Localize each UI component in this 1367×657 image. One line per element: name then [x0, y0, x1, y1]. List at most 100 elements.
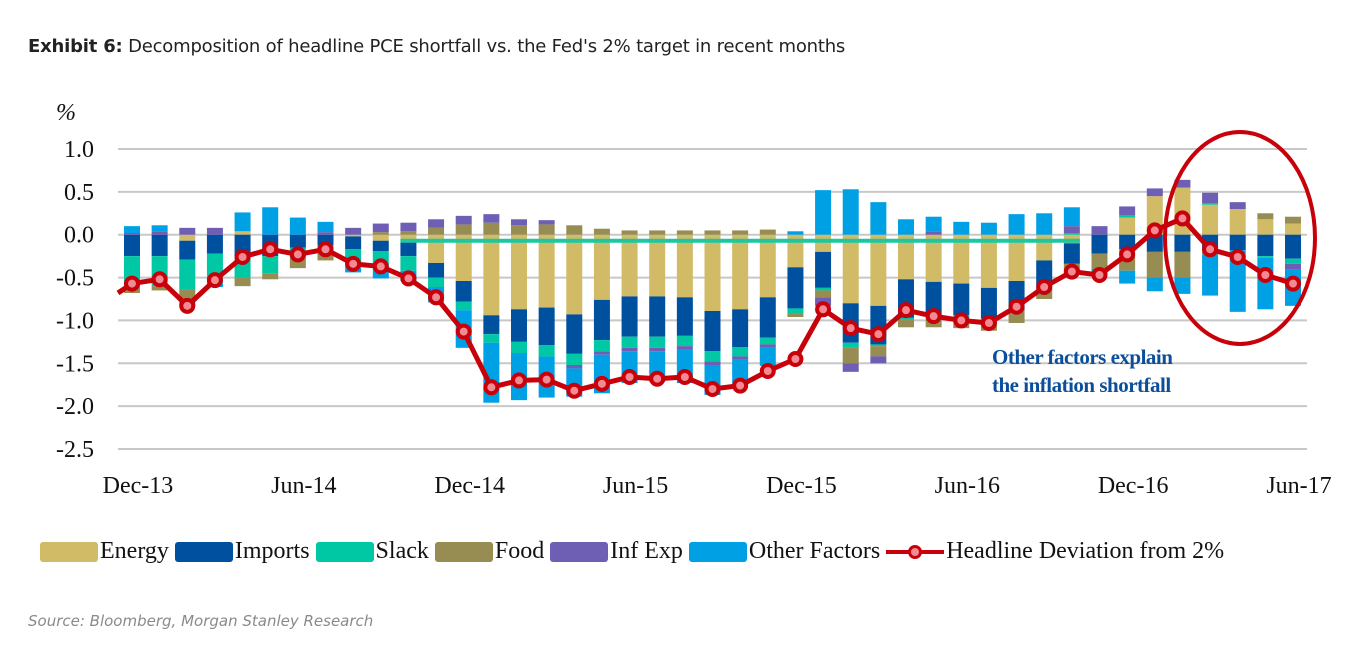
bar-segment-imports [455, 281, 472, 302]
bar-segment-inf-exp [151, 231, 168, 235]
bar-segment-inf-exp [428, 219, 445, 228]
bar-segment-slack [787, 308, 804, 314]
headline-point [483, 379, 500, 396]
bar-segment-imports [1091, 234, 1108, 254]
bar-segment-other-factors [1063, 207, 1080, 227]
bar-segment-other-factors [815, 190, 832, 235]
bar-segment-other-factors [124, 226, 140, 233]
x-tick-label: Dec-14 [434, 473, 505, 499]
bar-segment-inf-exp [649, 347, 666, 352]
headline-point [1285, 275, 1301, 292]
headline-point [428, 289, 445, 306]
headline-point [704, 381, 721, 397]
bar-segment-energy [649, 234, 666, 297]
headline-point [676, 369, 693, 385]
bar-segment-other-factors [234, 212, 251, 232]
bar-segment-slack [704, 351, 721, 362]
bar-segment-other-factors [1146, 277, 1163, 292]
bar-segment-slack [732, 347, 749, 357]
bar-segment-imports [428, 263, 445, 278]
pce-decomposition-chart: 1.0 0.5 0.0 -0.5 -1.0 -1.5 -2.0 -2.5 % Dec-13 Ju… [56, 100, 1332, 499]
bar-segment-slack [759, 337, 776, 345]
bar-segment-inf-exp [621, 347, 638, 352]
bar-segment-energy [815, 234, 832, 252]
legend-item-headline-deviation-from-2-: Headline Deviation from 2% [886, 538, 1224, 565]
bar-segment-imports [980, 287, 997, 319]
bar-segment-energy [234, 231, 251, 235]
bar-segment-energy [345, 234, 362, 237]
y-tick-label: -1.5 [56, 351, 94, 377]
bar-segment-slack [593, 340, 610, 352]
bar-segment-imports [511, 309, 527, 342]
bar-segment-energy [566, 234, 583, 315]
exhibit-title-text: Decomposition of headline PCE shortfall … [122, 36, 846, 57]
bar-segment-other-factors [1174, 277, 1191, 294]
bar-segment-inf-exp [759, 344, 776, 348]
bar-segment-slack [870, 344, 887, 347]
x-tick-label: Jun-14 [271, 473, 336, 499]
bar-segment-food [1285, 216, 1301, 224]
bar-segment-food [815, 290, 832, 298]
bar-segment-imports [649, 296, 666, 337]
y-axis: 1.0 0.5 0.0 -0.5 -1.0 -1.5 -2.0 -2.5 [56, 137, 94, 463]
bar-segment-other-factors [842, 189, 859, 235]
headline-point [317, 241, 334, 258]
bar-segment-other-factors [1119, 270, 1136, 284]
headline-point [953, 312, 970, 329]
bar-segment-food [372, 232, 389, 235]
bar-segment-inf-exp [538, 220, 555, 225]
bar-segment-imports [593, 299, 610, 341]
bar-segment-imports [566, 314, 583, 354]
bar-segment-energy [372, 234, 389, 241]
bar-segment-inf-exp [593, 351, 610, 355]
headline-point [787, 351, 804, 367]
headline-point [179, 297, 196, 314]
bar-segment-energy [179, 234, 196, 241]
bar-segment-energy [925, 234, 942, 282]
source-note: Source: Bloomberg, Morgan Stanley Resear… [28, 612, 374, 630]
bar-segment-other-factors [289, 217, 306, 235]
bar-segment-energy [787, 234, 804, 268]
legend-swatch [40, 541, 98, 562]
headline-point [566, 382, 583, 399]
bar-segment-energy [732, 234, 749, 310]
bar-segment-imports [1119, 234, 1136, 250]
bar-segment-slack [1119, 215, 1136, 218]
bar-segment-inf-exp [1146, 188, 1163, 197]
bar-segment-imports [759, 297, 776, 338]
bar-segment-inf-exp [317, 232, 334, 235]
bar-segment-food [870, 346, 887, 357]
headline-point [538, 371, 555, 388]
bar-segment-energy [870, 234, 887, 306]
bar-segment-inf-exp [511, 219, 527, 226]
chart-legend: Energy Imports Slack Food Inf Exp Other Facto… [40, 538, 1230, 565]
bar-segment-inf-exp [1229, 202, 1246, 209]
y-tick-label: -0.5 [56, 266, 94, 292]
bar-segment-slack [566, 353, 583, 365]
headline-point [1036, 279, 1053, 295]
headline-point [980, 315, 997, 331]
headline-point [870, 326, 887, 343]
headline-point [1008, 298, 1025, 315]
bar-segment-inf-exp [1202, 192, 1219, 203]
bar-segment-other-factors [787, 231, 804, 235]
gridlines [118, 148, 1307, 450]
bar-segment-energy [980, 234, 997, 288]
legend-item-food: Food [434, 538, 544, 565]
x-axis: Dec-13 Jun-14 Dec-14 Jun-15 Dec-15 Jun-16 Dec-… [103, 473, 1332, 499]
bar-segment-imports [372, 240, 389, 251]
headline-point [759, 363, 776, 379]
bar-segment-slack [649, 336, 666, 348]
headline-point [621, 369, 638, 385]
headline-point [234, 249, 251, 265]
bar-segment-inf-exp [842, 363, 859, 372]
bar-segment-imports [151, 234, 168, 257]
bar-segment-food [289, 257, 306, 269]
headline-point [511, 372, 527, 389]
bar-segment-energy [455, 234, 472, 281]
bar-segment-other-factors [1257, 257, 1274, 310]
headline-point [815, 301, 832, 318]
bar-segment-other-factors [898, 219, 914, 235]
bar-segment-slack [483, 334, 500, 343]
headline-point [1257, 267, 1274, 283]
